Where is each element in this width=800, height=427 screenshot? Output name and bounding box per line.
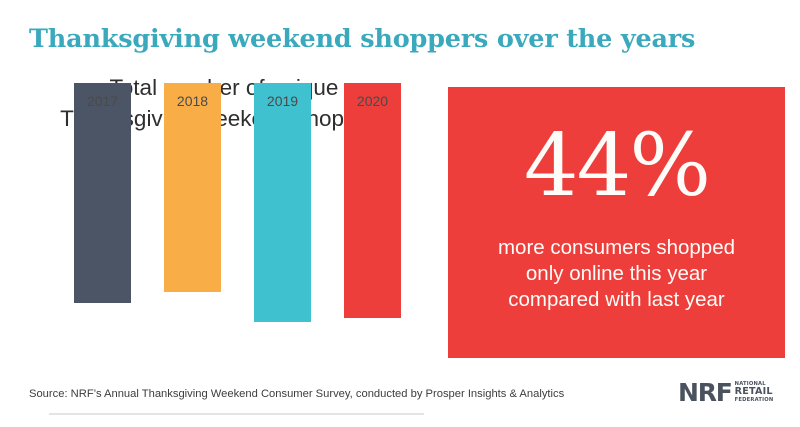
- bar-2017[interactable]: [74, 83, 131, 303]
- bar-group-2017: 174.6M 2017: [74, 83, 131, 348]
- bar-group-2020: 186.4M 2020: [344, 83, 401, 348]
- bar-group-2018: 165.8M 2018: [164, 83, 221, 348]
- bar-chart: Total number of unique Thanksgiving week…: [14, 72, 434, 415]
- callout-stat-value: 44%: [523, 116, 711, 216]
- stat-callout-panel: 44% more consumers shopped only online t…: [448, 87, 785, 358]
- nrf-logo-word-federation: FEDERATION: [734, 397, 774, 404]
- callout-line-2: only online this year: [525, 262, 708, 285]
- x-tick-label-2019: 2019: [266, 93, 299, 109]
- bar-2019[interactable]: [254, 83, 311, 322]
- page-title: Thanksgiving weekend shoppers over the y…: [29, 24, 696, 54]
- x-tick-label-2017: 2017: [86, 93, 119, 109]
- source-note: Source: NRF’s Annual Thanksgiving Weeken…: [29, 388, 565, 400]
- bar-2020[interactable]: [344, 83, 401, 318]
- x-tick-label-2020: 2020: [356, 93, 389, 109]
- nrf-logo-wordmark: NATIONAL RETAIL FEDERATION: [735, 381, 774, 403]
- x-axis-line: [49, 413, 424, 415]
- nrf-logo-mark: NRF: [678, 378, 733, 407]
- bar-group-2019: 189.6M 2019: [254, 83, 311, 348]
- x-tick-label-2018: 2018: [176, 93, 209, 109]
- chart-plot-area: 174.6M 2017 165.8M 2018 189.6M 2019 186.…: [14, 83, 434, 415]
- nrf-logo: NRF NATIONAL RETAIL FEDERATION: [678, 380, 773, 406]
- callout-description: more consumers shopped only online this …: [498, 235, 735, 313]
- callout-line-3: compared with last year: [508, 288, 725, 311]
- bar-2018[interactable]: [164, 83, 221, 292]
- nrf-logo-word-retail: RETAIL: [734, 386, 773, 398]
- nrf-logo-word-national: NATIONAL: [734, 381, 766, 387]
- callout-line-1: more consumers shopped: [497, 236, 735, 259]
